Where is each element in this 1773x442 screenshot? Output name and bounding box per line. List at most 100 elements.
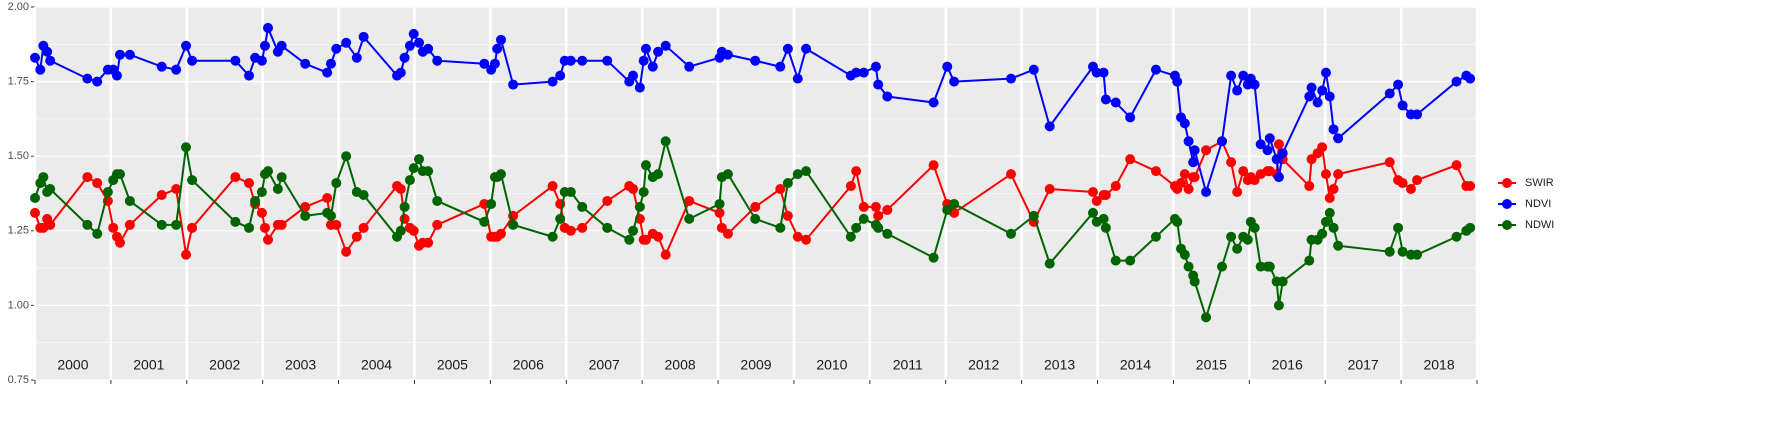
data-point <box>949 76 960 87</box>
data-point <box>1179 169 1190 180</box>
data-point <box>171 184 182 195</box>
data-point <box>171 219 182 230</box>
data-point <box>1412 175 1423 186</box>
year-label: 2001 <box>133 357 164 373</box>
data-point <box>660 40 671 51</box>
data-point <box>1183 136 1194 147</box>
data-point <box>408 28 419 39</box>
data-point <box>782 43 793 54</box>
data-point <box>1006 169 1017 180</box>
data-point <box>124 49 135 60</box>
data-point <box>638 55 649 66</box>
data-point <box>35 64 46 75</box>
data-point <box>870 61 881 72</box>
data-point <box>358 189 369 200</box>
data-point <box>1249 79 1260 90</box>
data-point <box>722 228 733 239</box>
data-point <box>30 207 40 218</box>
data-point <box>1110 97 1121 108</box>
data-point <box>1232 243 1243 254</box>
legend-label: NDWI <box>1525 219 1554 231</box>
data-point <box>181 142 192 153</box>
year-label: 2017 <box>1348 357 1379 373</box>
data-point <box>1264 133 1275 144</box>
data-point <box>1028 64 1039 75</box>
data-point <box>432 219 443 230</box>
data-point <box>1176 178 1187 189</box>
data-point <box>1100 222 1111 233</box>
data-point <box>341 151 352 162</box>
data-point <box>1465 181 1476 192</box>
data-point <box>873 210 884 221</box>
data-point <box>858 67 869 78</box>
data-point <box>1091 67 1102 78</box>
data-point <box>684 195 695 206</box>
data-point <box>156 61 167 72</box>
data-point <box>395 67 406 78</box>
data-point <box>1087 187 1098 198</box>
legend-label: NDVI <box>1525 198 1551 210</box>
data-point <box>928 97 939 108</box>
year-label: 2008 <box>665 357 696 373</box>
data-point <box>1098 213 1109 224</box>
data-point <box>928 160 939 171</box>
data-point <box>547 181 558 192</box>
data-point <box>1044 184 1055 195</box>
data-point <box>230 55 241 66</box>
data-point <box>1232 85 1243 96</box>
data-point <box>259 40 270 51</box>
y-tick-label: 0.75 <box>8 374 29 386</box>
year-label: 2009 <box>740 357 771 373</box>
data-point <box>300 210 311 221</box>
data-point <box>1304 91 1315 102</box>
data-point <box>42 46 53 57</box>
data-point <box>395 184 406 195</box>
data-point <box>244 222 255 233</box>
data-point <box>1216 261 1227 272</box>
data-point <box>124 195 135 206</box>
data-point <box>722 169 733 180</box>
data-point <box>714 207 725 218</box>
year-label: 2000 <box>57 357 88 373</box>
data-point <box>404 175 415 186</box>
data-point <box>358 31 369 42</box>
data-point <box>1150 166 1161 177</box>
data-point <box>1384 88 1395 99</box>
data-point <box>775 222 786 233</box>
data-point <box>1264 261 1275 272</box>
data-point <box>1255 261 1266 272</box>
data-point <box>1306 82 1317 93</box>
data-point <box>1320 169 1331 180</box>
data-point <box>1320 216 1331 227</box>
data-point <box>1172 76 1183 87</box>
data-point <box>256 55 267 66</box>
data-point <box>845 231 856 242</box>
data-point <box>858 201 869 212</box>
data-point <box>1397 100 1408 111</box>
data-point <box>1465 222 1476 233</box>
data-point <box>647 61 658 72</box>
data-point <box>1273 172 1284 183</box>
data-point <box>1412 249 1423 260</box>
data-point <box>1405 184 1416 195</box>
data-point <box>300 58 311 69</box>
year-label: 2012 <box>968 357 999 373</box>
data-point <box>331 219 342 230</box>
data-point <box>1320 67 1331 78</box>
data-point <box>358 222 369 233</box>
data-point <box>325 58 336 69</box>
data-point <box>1006 73 1017 84</box>
data-point <box>1333 240 1344 251</box>
data-point <box>1179 249 1190 260</box>
data-point <box>341 37 352 48</box>
data-point <box>1189 145 1200 156</box>
year-label: 2007 <box>589 357 620 373</box>
data-point <box>414 154 425 165</box>
data-point <box>262 234 273 245</box>
year-label: 2018 <box>1423 357 1454 373</box>
data-point <box>1110 255 1121 266</box>
data-point <box>1273 300 1284 311</box>
data-point <box>1125 154 1136 165</box>
data-point <box>1393 79 1404 90</box>
data-point <box>640 160 651 171</box>
